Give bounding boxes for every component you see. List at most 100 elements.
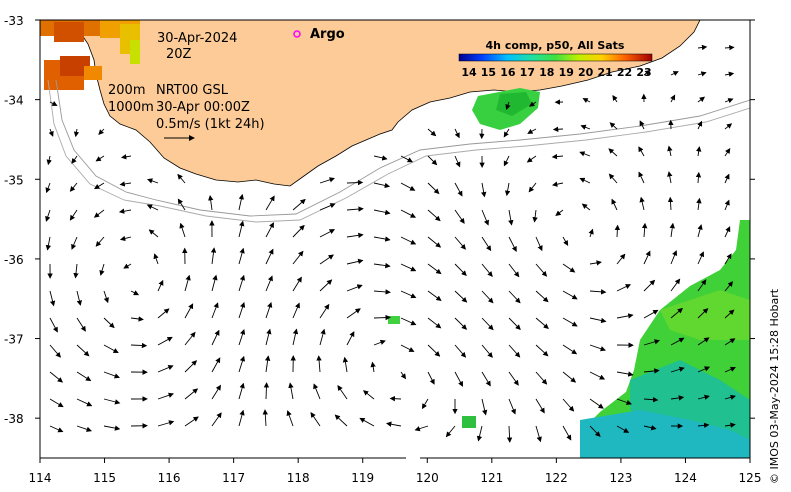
current-vector — [697, 71, 707, 77]
current-vector — [373, 236, 391, 242]
colorbar-tick-label: 23 — [636, 66, 651, 79]
current-vector — [445, 425, 456, 438]
current-vector — [670, 395, 685, 401]
current-vector — [359, 417, 375, 427]
current-vector — [319, 203, 336, 211]
current-vector — [508, 398, 516, 415]
current-vector — [45, 182, 51, 194]
current-vector — [724, 44, 735, 51]
current-vector — [724, 366, 736, 373]
current-vector — [697, 120, 703, 130]
current-vector — [588, 228, 594, 238]
colorbar-title: 4h comp, p50, All Sats — [486, 39, 625, 52]
current-vector — [697, 96, 706, 103]
current-vector — [527, 128, 537, 134]
colorbar-tick-label: 16 — [500, 66, 516, 79]
current-vector — [265, 328, 272, 346]
current-vector — [184, 388, 199, 400]
current-vector — [535, 236, 543, 252]
current-vector — [581, 203, 591, 211]
colorbar-tick-label: 21 — [597, 66, 612, 79]
current-vector — [697, 366, 711, 373]
current-vector — [504, 182, 511, 197]
current-vector — [93, 209, 105, 218]
current-vector — [582, 98, 591, 103]
current-vector — [119, 235, 132, 242]
current-vector — [45, 236, 52, 251]
current-vector — [616, 371, 634, 377]
current-vector — [609, 122, 618, 130]
current-vector — [562, 317, 578, 327]
current-vector — [76, 344, 90, 357]
current-vector — [643, 396, 659, 403]
current-vector — [589, 425, 601, 437]
current-vector — [503, 128, 510, 138]
gsl-time: 30-Apr 00:00Z — [156, 100, 250, 115]
current-vector — [427, 182, 440, 195]
current-vector — [562, 425, 572, 441]
current-vector — [579, 177, 591, 184]
current-vector — [211, 274, 218, 292]
current-vector — [551, 153, 564, 160]
current-vector — [476, 425, 483, 442]
current-vector — [481, 371, 491, 387]
current-vector — [157, 279, 164, 292]
current-vector — [346, 179, 364, 186]
land-australia — [40, 20, 701, 187]
current-vector — [334, 414, 348, 427]
current-vector — [616, 425, 630, 433]
current-vectors — [45, 44, 736, 443]
current-vector — [103, 344, 119, 354]
current-vector — [724, 226, 731, 238]
current-vector — [535, 398, 545, 414]
current-vector — [73, 263, 79, 279]
current-vector — [643, 69, 651, 76]
current-vector — [535, 290, 549, 303]
current-vector — [370, 361, 376, 373]
current-vector — [562, 263, 576, 273]
current-vector — [400, 263, 417, 272]
current-vector — [265, 248, 274, 265]
current-vector — [49, 344, 61, 358]
current-vector — [103, 425, 121, 431]
current-vector — [454, 290, 468, 303]
current-vector — [724, 123, 733, 130]
current-vector — [427, 317, 442, 329]
current-vector — [373, 209, 391, 216]
current-vector — [555, 209, 564, 216]
colorbar-tick-label: 20 — [578, 66, 594, 79]
current-vector — [454, 263, 467, 277]
current-vector — [130, 290, 140, 296]
current-vector — [579, 151, 591, 157]
lon-tick-label: 121 — [480, 471, 503, 485]
current-vector — [697, 44, 708, 51]
current-vector — [337, 385, 348, 400]
isobath-200m — [55, 79, 750, 217]
current-vector — [400, 317, 417, 326]
current-scale-label: 0.5m/s (1kt 24h) — [156, 117, 265, 132]
current-vector — [147, 178, 159, 184]
current-vector — [670, 94, 676, 103]
current-vector — [238, 382, 245, 400]
current-vector — [146, 204, 159, 211]
current-vector — [670, 337, 685, 346]
current-vector — [263, 382, 270, 400]
current-vector — [535, 317, 549, 329]
current-vector — [696, 197, 702, 211]
current-vector — [264, 355, 271, 373]
current-vector — [265, 275, 273, 292]
current-vector — [319, 328, 326, 346]
current-vector — [184, 331, 196, 346]
argo-marker-icon — [293, 30, 301, 38]
colorbar-ramp — [458, 53, 653, 62]
current-vector — [535, 263, 548, 277]
argo-label: Argo — [310, 27, 345, 42]
current-vector — [157, 420, 175, 427]
current-vector — [238, 274, 246, 292]
current-vector — [724, 199, 730, 211]
current-vector — [95, 155, 105, 162]
current-vector — [184, 416, 199, 427]
current-vector — [265, 301, 273, 319]
current-vector — [103, 371, 120, 379]
current-vector — [148, 229, 159, 238]
